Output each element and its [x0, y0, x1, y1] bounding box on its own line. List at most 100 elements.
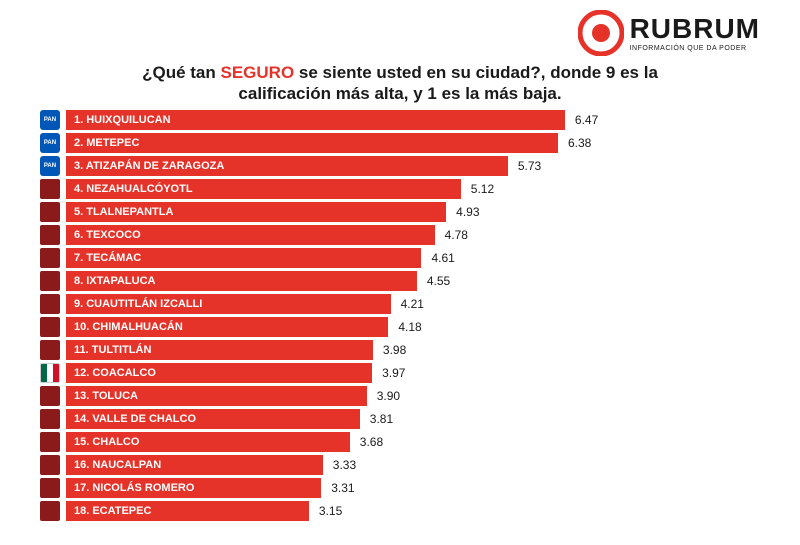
title-post: se siente usted en su ciudad?, donde 9 e…: [294, 63, 658, 82]
bar-wrap: 4. NEZAHUALCÓYOTL 5.12: [66, 179, 760, 199]
bar-row: 15. CHALCO 3.68: [40, 432, 760, 452]
bar-row: 11. TULTITLÁN 3.98: [40, 340, 760, 360]
bar-value: 4.78: [445, 225, 468, 245]
party-icon-morena: [40, 294, 60, 314]
bar: 13. TOLUCA: [66, 386, 367, 406]
bar-value: 4.21: [401, 294, 424, 314]
bar-row: 18. ECATEPEC 3.15: [40, 501, 760, 521]
logo-tagline: INFORMACIÓN QUE DA PODER: [630, 45, 760, 52]
party-icon-morena: [40, 432, 60, 452]
bar-value: 6.38: [568, 133, 591, 153]
bar: 7. TECÁMAC: [66, 248, 421, 268]
title-line2: calificación más alta, y 1 es la más baj…: [238, 84, 561, 103]
bar: 6. TEXCOCO: [66, 225, 435, 245]
bar-wrap: 12. COACALCO 3.97: [66, 363, 760, 383]
party-icon-morena: [40, 317, 60, 337]
title-highlight: SEGURO: [221, 63, 295, 82]
party-icon-morena: [40, 340, 60, 360]
bar: 16. NAUCALPAN: [66, 455, 323, 475]
bar: 11. TULTITLÁN: [66, 340, 373, 360]
bar-value: 4.61: [431, 248, 454, 268]
bar-row: 13. TOLUCA 3.90: [40, 386, 760, 406]
bar-wrap: 6. TEXCOCO 4.78: [66, 225, 760, 245]
bar-value: 3.90: [377, 386, 400, 406]
bar-row: 17. NICOLÁS ROMERO 3.31: [40, 478, 760, 498]
bar-wrap: 2. METEPEC 6.38: [66, 133, 760, 153]
chart-title: ¿Qué tan SEGURO se siente usted en su ci…: [80, 62, 720, 105]
bar-value: 3.33: [333, 455, 356, 475]
bar-wrap: 10. CHIMALHUACÁN 4.18: [66, 317, 760, 337]
bar: 1. HUIXQUILUCAN: [66, 110, 565, 130]
title-pre: ¿Qué tan: [142, 63, 220, 82]
bar-value: 3.81: [370, 409, 393, 429]
bar-value: 3.31: [331, 478, 354, 498]
party-icon-morena: [40, 179, 60, 199]
party-icon-morena: [40, 478, 60, 498]
bar-row: PAN 1. HUIXQUILUCAN 6.47: [40, 110, 760, 130]
bar: 8. IXTAPALUCA: [66, 271, 417, 291]
bar: 15. CHALCO: [66, 432, 350, 452]
bar: 12. COACALCO: [66, 363, 372, 383]
bar-row: 9. CUAUTITLÁN IZCALLI 4.21: [40, 294, 760, 314]
bar-wrap: 14. VALLE DE CHALCO 3.81: [66, 409, 760, 429]
bar: 10. CHIMALHUACÁN: [66, 317, 388, 337]
bar-wrap: 7. TECÁMAC 4.61: [66, 248, 760, 268]
bar-wrap: 5. TLALNEPANTLA 4.93: [66, 202, 760, 222]
bar-wrap: 15. CHALCO 3.68: [66, 432, 760, 452]
bar-value: 3.97: [382, 363, 405, 383]
bar-row: PAN 2. METEPEC 6.38: [40, 133, 760, 153]
party-icon-morena: [40, 225, 60, 245]
bar-value: 5.73: [518, 156, 541, 176]
bar: 2. METEPEC: [66, 133, 558, 153]
bar-row: 5. TLALNEPANTLA 4.93: [40, 202, 760, 222]
bar-wrap: 9. CUAUTITLÁN IZCALLI 4.21: [66, 294, 760, 314]
party-icon-morena: [40, 386, 60, 406]
bar: 3. ATIZAPÁN DE ZARAGOZA: [66, 156, 508, 176]
party-icon-pan: PAN: [40, 156, 60, 176]
bar-value: 5.12: [471, 179, 494, 199]
bar-wrap: 11. TULTITLÁN 3.98: [66, 340, 760, 360]
bar-wrap: 3. ATIZAPÁN DE ZARAGOZA 5.73: [66, 156, 760, 176]
bar-value: 4.55: [427, 271, 450, 291]
bar-value: 3.98: [383, 340, 406, 360]
party-icon-morena: [40, 248, 60, 268]
bar-row: 10. CHIMALHUACÁN 4.18: [40, 317, 760, 337]
party-icon-pri: [40, 363, 60, 383]
party-icon-pan: PAN: [40, 110, 60, 130]
bar-row: 4. NEZAHUALCÓYOTL 5.12: [40, 179, 760, 199]
bar: 18. ECATEPEC: [66, 501, 309, 521]
bar-value: 4.18: [398, 317, 421, 337]
bar-wrap: 18. ECATEPEC 3.15: [66, 501, 760, 521]
bar-row: 7. TECÁMAC 4.61: [40, 248, 760, 268]
bar-value: 4.93: [456, 202, 479, 222]
party-icon-morena: [40, 409, 60, 429]
party-icon-morena: [40, 501, 60, 521]
bar-value: 3.15: [319, 501, 342, 521]
bar-row: 6. TEXCOCO 4.78: [40, 225, 760, 245]
bar-wrap: 8. IXTAPALUCA 4.55: [66, 271, 760, 291]
bar: 14. VALLE DE CHALCO: [66, 409, 360, 429]
bar-value: 3.68: [360, 432, 383, 452]
bar: 5. TLALNEPANTLA: [66, 202, 446, 222]
bar-wrap: 17. NICOLÁS ROMERO 3.31: [66, 478, 760, 498]
party-icon-morena: [40, 271, 60, 291]
party-icon-morena: [40, 455, 60, 475]
bar: 4. NEZAHUALCÓYOTL: [66, 179, 461, 199]
safety-bar-chart: PAN1. HUIXQUILUCAN6.47PAN2. METEPEC6.38P…: [40, 110, 760, 524]
bar-row: 16. NAUCALPAN 3.33: [40, 455, 760, 475]
party-icon-pan: PAN: [40, 133, 60, 153]
logo-text: RUBRUM: [630, 15, 760, 43]
party-icon-morena: [40, 202, 60, 222]
bar-row: PAN 3. ATIZAPÁN DE ZARAGOZA 5.73: [40, 156, 760, 176]
bar: 17. NICOLÁS ROMERO: [66, 478, 321, 498]
bar-row: 8. IXTAPALUCA 4.55: [40, 271, 760, 291]
target-icon: [578, 10, 624, 56]
bar-wrap: 13. TOLUCA 3.90: [66, 386, 760, 406]
brand-logo: RUBRUM INFORMACIÓN QUE DA PODER: [578, 10, 760, 56]
bar-row: 12. COACALCO 3.97: [40, 363, 760, 383]
bar-wrap: 1. HUIXQUILUCAN 6.47: [66, 110, 760, 130]
bar-value: 6.47: [575, 110, 598, 130]
bar-wrap: 16. NAUCALPAN 3.33: [66, 455, 760, 475]
bar-row: 14. VALLE DE CHALCO 3.81: [40, 409, 760, 429]
bar: 9. CUAUTITLÁN IZCALLI: [66, 294, 391, 314]
